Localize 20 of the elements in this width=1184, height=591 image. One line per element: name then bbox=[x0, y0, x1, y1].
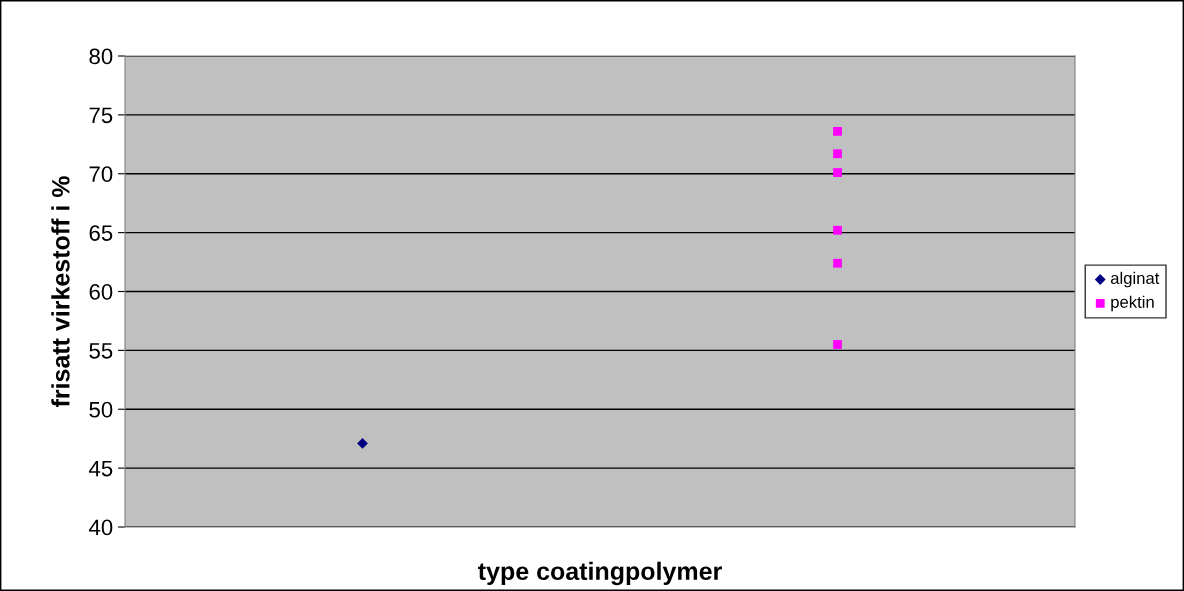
point bbox=[833, 168, 842, 177]
point bbox=[357, 438, 368, 449]
y-tick-label: 75 bbox=[89, 107, 113, 124]
y-tick-label: 45 bbox=[88, 460, 113, 477]
x-axis-title: type coatingpolymer bbox=[478, 561, 722, 586]
y-tick-label: 55 bbox=[89, 343, 113, 359]
y-tick-label: 50 bbox=[89, 401, 113, 418]
point bbox=[833, 126, 842, 136]
legend-label: pektin bbox=[1111, 295, 1154, 312]
point bbox=[833, 258, 842, 268]
y-tick-label: 60 bbox=[89, 284, 113, 300]
point bbox=[833, 340, 842, 349]
y-tick-label: 40 bbox=[88, 519, 113, 536]
legend-label: alginat bbox=[1110, 271, 1160, 288]
point bbox=[833, 149, 842, 159]
y-tick-label: 70 bbox=[89, 166, 113, 183]
y-tick-label: 80 bbox=[89, 48, 113, 65]
y-tick-label: 65 bbox=[89, 225, 113, 241]
point bbox=[833, 225, 842, 235]
y-axis-title: frisatt virkestoff i % bbox=[51, 176, 70, 408]
